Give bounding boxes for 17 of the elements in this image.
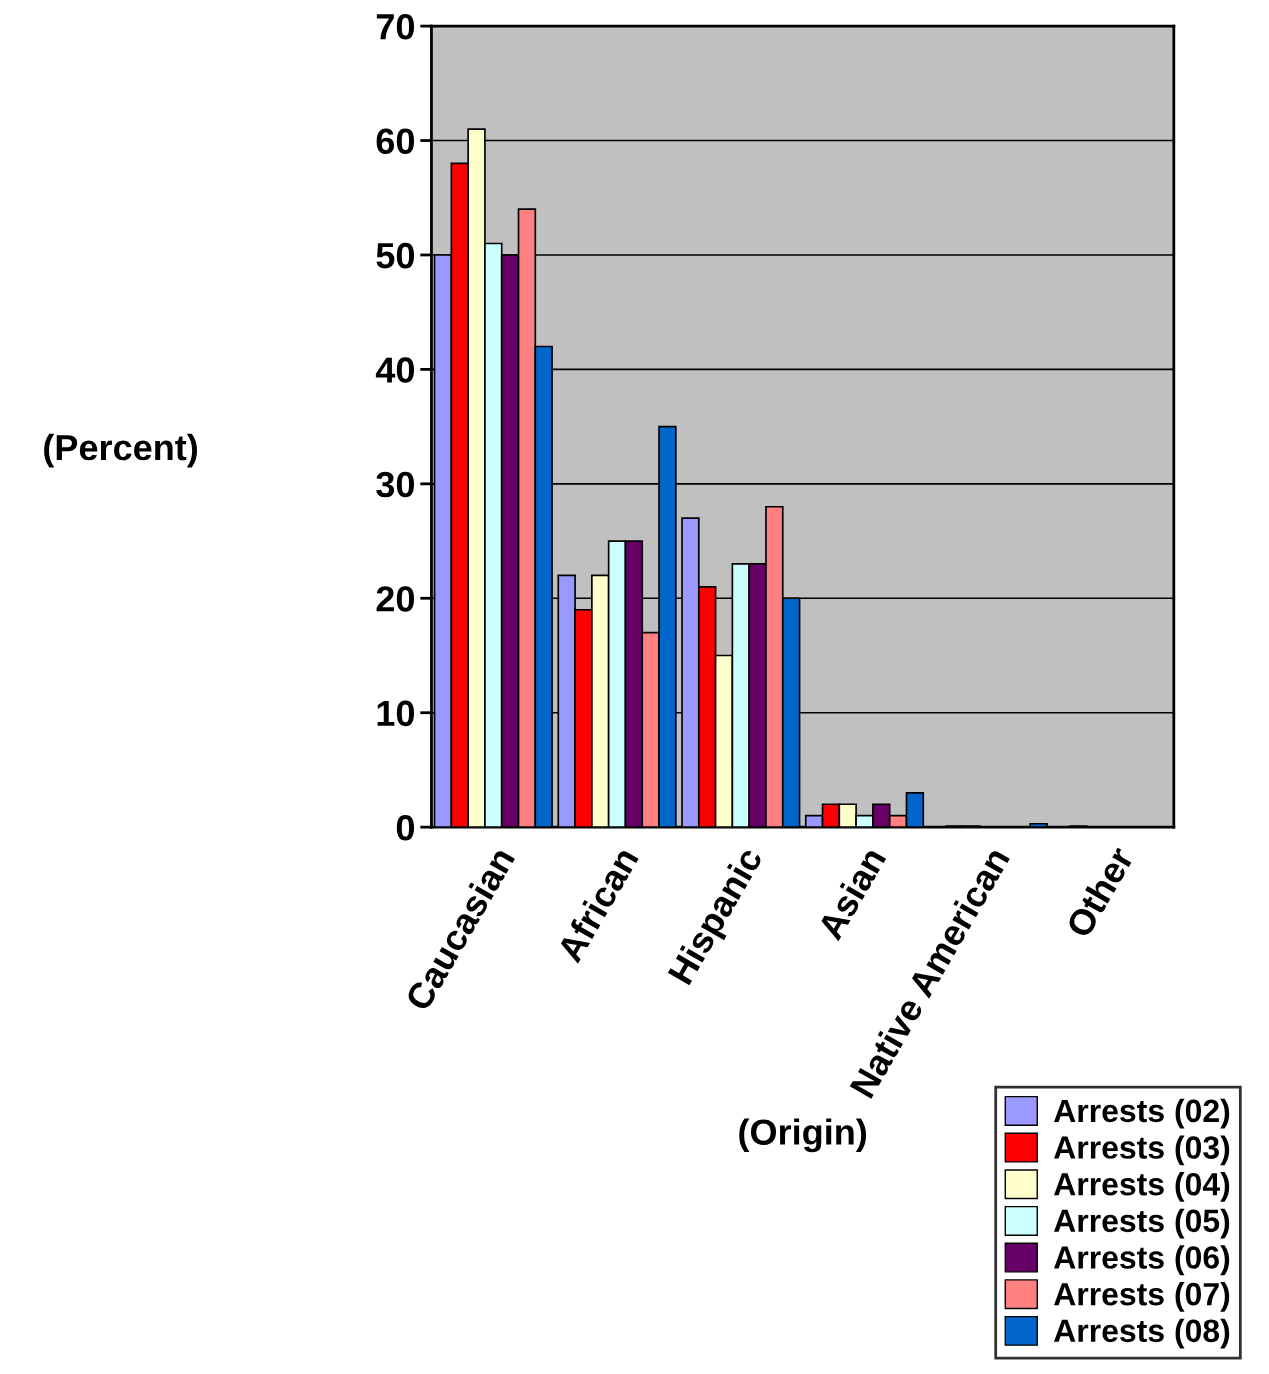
y-axis-title: (Percent) xyxy=(44,433,198,468)
legend-label: Arrests (02) xyxy=(1054,1098,1230,1129)
y-tick-label: 50 xyxy=(376,242,415,269)
y-tick-label: 10 xyxy=(377,700,415,727)
legend-label: Arrests (05) xyxy=(1054,1208,1230,1239)
x-axis-title: (Origin) xyxy=(739,1118,867,1153)
y-tick-label: 30 xyxy=(376,471,415,498)
legend-label: Arrests (06) xyxy=(1054,1245,1230,1276)
y-tick-label: 20 xyxy=(376,586,415,612)
y-tick-label: 70 xyxy=(376,13,415,40)
y-tick-label: 40 xyxy=(375,357,415,383)
legend-label: Arrests (04) xyxy=(1054,1172,1230,1202)
legend-label: Arrests (07) xyxy=(1054,1282,1230,1312)
legend-label: Arrests (03) xyxy=(1054,1135,1230,1166)
legend-label: Arrests (08) xyxy=(1054,1318,1230,1349)
y-tick-label: 0 xyxy=(396,815,415,841)
y-tick-label: 60 xyxy=(376,128,415,154)
